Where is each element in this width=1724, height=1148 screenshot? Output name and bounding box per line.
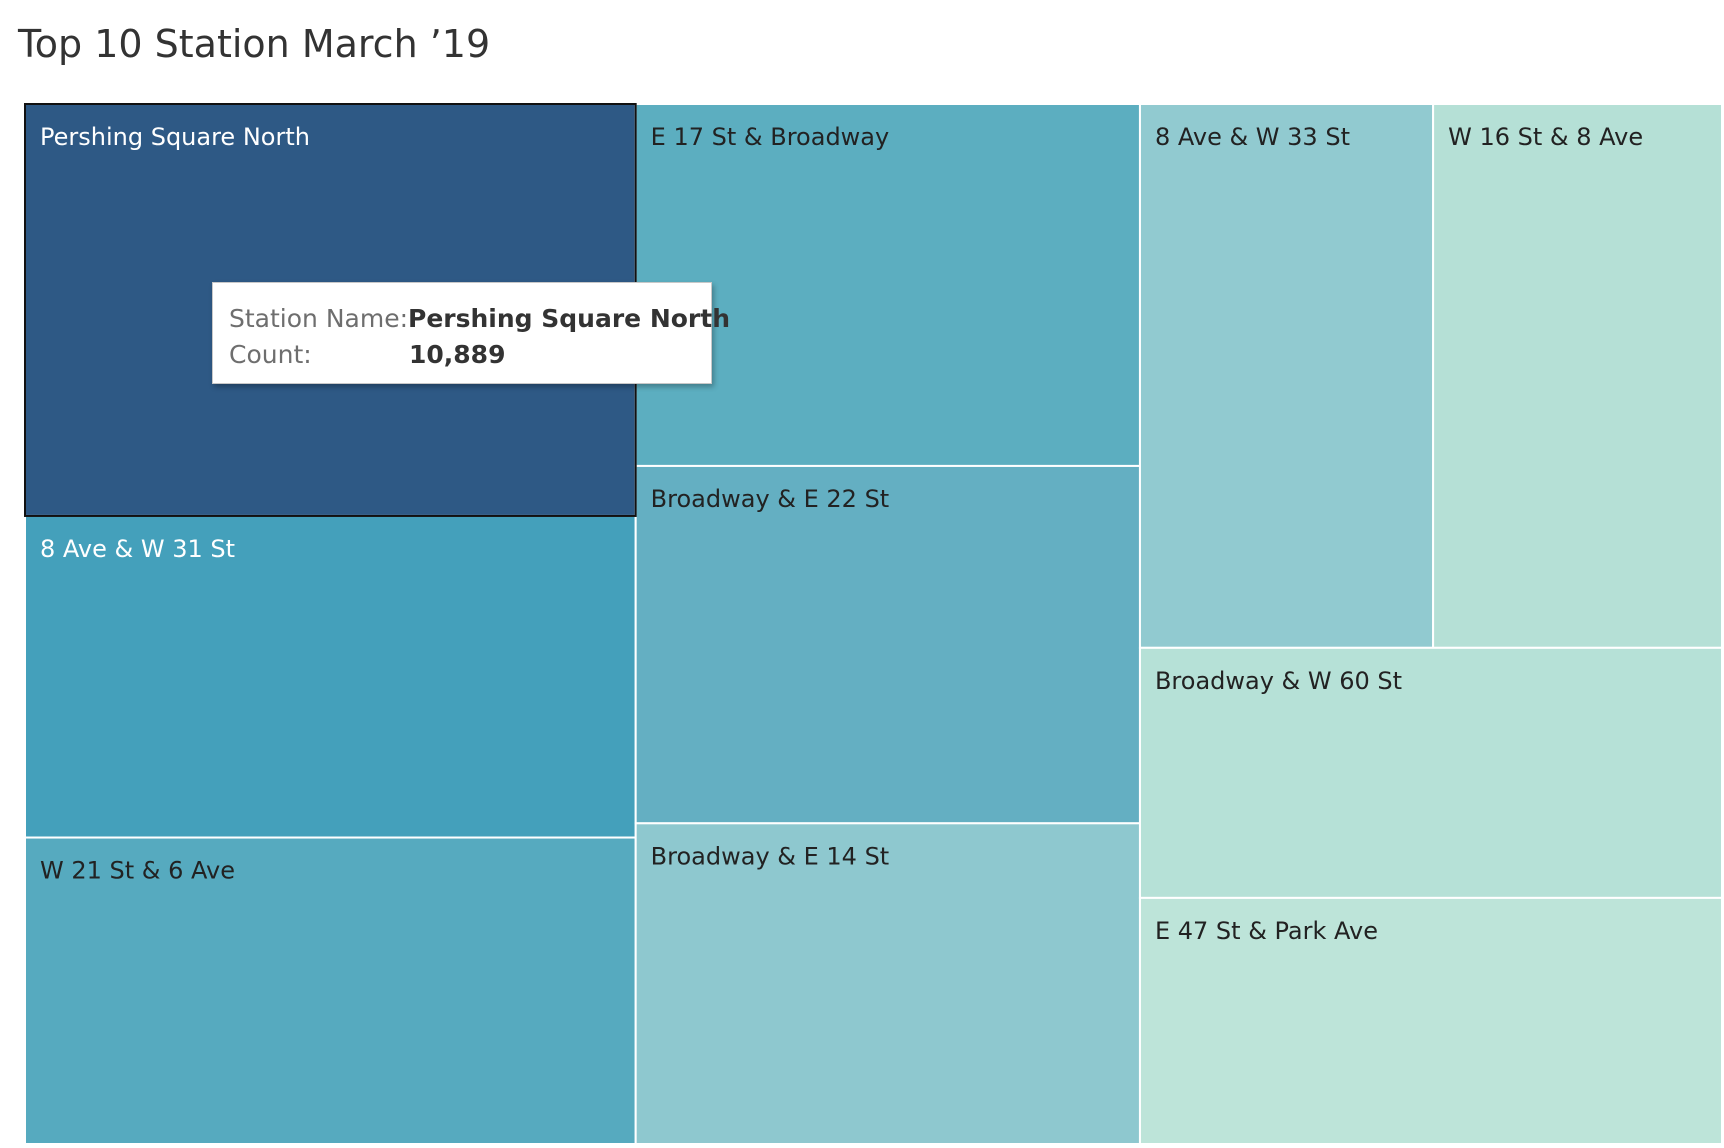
treemap-tile-label: Broadway & W 60 St [1155,667,1402,695]
treemap-tile-label: 8 Ave & W 33 St [1155,123,1350,151]
treemap-tile-label: Pershing Square North [40,123,310,151]
treemap-tile-e-17-st-broadway[interactable] [634,103,1141,467]
tooltip: Station Name: Pershing Square North Coun… [212,282,730,384]
treemap-tile-label: W 21 St & 6 Ave [40,857,235,885]
tooltip-count-value: 10,889 [409,340,506,369]
treemap-tile-broadway-e-14-st[interactable] [634,822,1141,1145]
tooltip-count-row: Count: 10,889 [229,337,711,373]
treemap-tile-label: Broadway & E 22 St [651,485,890,513]
treemap-tile-label: E 17 St & Broadway [651,123,890,151]
tooltip-name-label: Station Name: [229,304,409,333]
treemap-tile-label: Broadway & E 14 St [651,842,890,870]
treemap-tile-label: W 16 St & 8 Ave [1448,123,1643,151]
treemap-tile-8-ave-w-31-st[interactable] [24,514,637,839]
treemap-tile-8-ave-w-33-st[interactable] [1138,103,1435,649]
chart-title: Top 10 Station March ’19 [18,22,491,66]
treemap-tile-e-47-st-park-ave[interactable] [1138,896,1723,1145]
tooltip-name-row: Station Name: Pershing Square North [229,301,730,337]
tooltip-name-value: Pershing Square North [408,304,731,333]
treemap-tile-w-21-st-6-ave[interactable] [24,836,637,1146]
tooltip-count-label: Count: [229,340,312,369]
treemap-tile-w-16-st-8-ave[interactable] [1432,103,1724,649]
treemap-tile-label: E 47 St & Park Ave [1155,917,1378,945]
treemap-tile-broadway-e-22-st[interactable] [634,464,1141,825]
treemap-tile-broadway-w-60-st[interactable] [1138,646,1723,899]
treemap-tile-label: 8 Ave & W 31 St [40,535,235,563]
